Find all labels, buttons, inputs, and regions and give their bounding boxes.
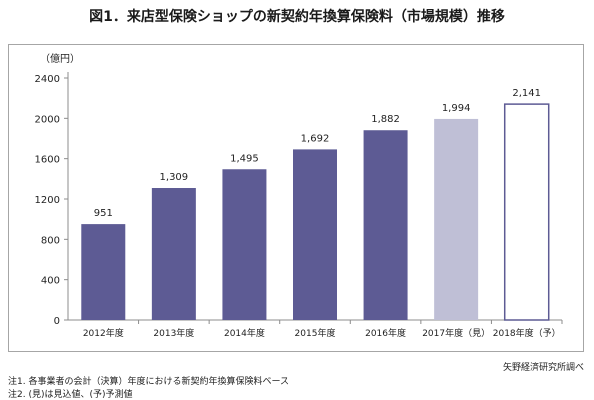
bar — [222, 169, 267, 320]
bar-value-label: 2,141 — [512, 88, 541, 99]
x-tick-label: 2013年度 — [153, 327, 194, 339]
chart-title: 図1．来店型保険ショップの新契約年換算保険料（市場規模）推移 — [89, 9, 505, 25]
footnote-2: 注2. (見)は見込値、(予)予測値 — [8, 390, 133, 400]
y-tick-label: 800 — [41, 235, 60, 246]
data-labels: 951 1,309 1,495 1,692 1,882 1,994 2,141 — [94, 88, 541, 219]
y-tick-label: 1600 — [35, 155, 60, 166]
bar-value-label: 1,882 — [371, 114, 400, 125]
y-tick-label: 2400 — [35, 74, 60, 85]
bar-series — [81, 103, 550, 321]
bar-value-label: 1,309 — [160, 172, 189, 183]
x-tick-label: 2015年度 — [295, 327, 336, 339]
x-tick-labels: 2012年度 2013年度 2014年度 2015年度 2016年度 2017年度（見） 2… — [83, 327, 561, 339]
bar-value-label: 951 — [94, 208, 113, 219]
bar — [503, 103, 550, 321]
y-axis-unit-label: （億円） — [40, 52, 80, 65]
bar-value-label: 1,994 — [442, 103, 471, 114]
source-credit: 矢野経済研究所調べ — [502, 363, 584, 373]
y-tick-label: 400 — [41, 276, 60, 287]
y-tick-label: 2000 — [35, 114, 60, 125]
y-tick-label: 0 — [54, 316, 60, 327]
bar — [81, 224, 126, 320]
bar-value-label: 1,692 — [301, 133, 330, 144]
bar — [151, 188, 196, 320]
bar-value-label: 1,495 — [230, 153, 259, 164]
x-tick-label: 2018年度（予） — [493, 327, 561, 339]
y-tick-labels: 0 400 800 1200 1600 2000 2400 — [35, 74, 60, 327]
footnote-1: 注1. 各事業者の会計（決算）年度における新契約年換算保険料ベース — [8, 377, 289, 387]
x-tick-label: 2012年度 — [83, 327, 124, 339]
x-tick-label: 2017年度（見） — [422, 327, 490, 339]
bar — [434, 118, 479, 321]
y-tick-label: 1200 — [35, 195, 60, 206]
x-tick-label: 2016年度 — [365, 327, 406, 339]
bar — [293, 149, 337, 320]
bar — [363, 130, 408, 320]
x-tick-label: 2014年度 — [224, 327, 265, 339]
